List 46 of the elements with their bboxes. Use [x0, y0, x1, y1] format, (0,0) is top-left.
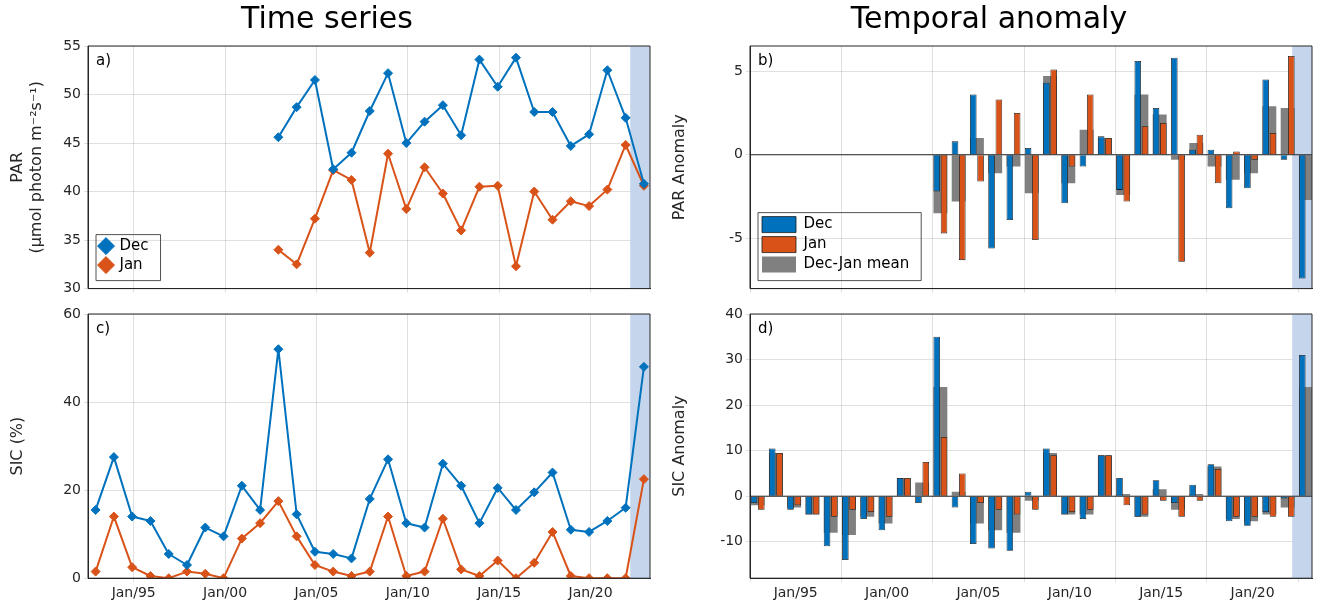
y-tick-label: 30	[63, 279, 81, 296]
x-tick-label: Jan/05	[293, 584, 339, 601]
x-tick-label: Jan/95	[110, 584, 156, 601]
y-tick-label: 50	[63, 85, 81, 102]
x-tick-label: Jan/15	[476, 584, 522, 601]
y-axis-title: PAR Anomaly	[668, 114, 688, 221]
y-axis-title: SIC Anomaly	[668, 395, 688, 497]
y-tick-label: 20	[63, 480, 81, 497]
y-tick-label: 0	[734, 486, 743, 503]
y-axis-title: PAR (μmol photon m⁻²s⁻¹)	[6, 81, 45, 254]
x-tick-label: Jan/95	[772, 584, 818, 601]
legend-label: Jan	[118, 254, 143, 273]
annotation: a)	[96, 51, 112, 70]
y-tick-label: 40	[63, 392, 81, 409]
y-tick-label: 30	[725, 350, 743, 367]
legend-label: Dec	[803, 214, 833, 233]
y-tick-label: 5	[734, 61, 743, 78]
y-tick-label: 0	[734, 145, 743, 162]
legend-label: Dec-Jan mean	[803, 254, 910, 273]
x-tick-label: Jan/00	[202, 584, 248, 601]
y-tick-label: 10	[725, 441, 743, 458]
y-axis-title: SIC (%)	[6, 416, 26, 476]
x-tick-label: Jan/10	[1046, 584, 1092, 601]
annotation: c)	[96, 319, 111, 338]
annotation: d)	[758, 319, 774, 338]
legend-label: Dec	[119, 235, 149, 254]
chart-title: Temporal anomaly	[849, 0, 1128, 35]
legend-label: Jan	[802, 234, 827, 253]
y-tick-label: -5	[729, 229, 743, 246]
y-tick-label: -10	[720, 532, 743, 549]
y-tick-label: 20	[725, 395, 743, 412]
x-tick-label: Jan/10	[384, 584, 430, 601]
x-tick-label: Jan/15	[1138, 584, 1184, 601]
y-tick-label: 40	[63, 182, 81, 199]
y-tick-label: 55	[63, 36, 81, 53]
x-tick-label: Jan/05	[955, 584, 1001, 601]
x-tick-label: Jan/20	[567, 584, 613, 601]
y-tick-label: 40	[725, 304, 743, 321]
y-tick-label: 0	[72, 568, 81, 585]
y-tick-label: 35	[63, 230, 81, 247]
x-tick-label: Jan/00	[864, 584, 910, 601]
y-tick-label: 45	[63, 133, 81, 150]
x-tick-label: Jan/20	[1229, 584, 1275, 601]
y-tick-label: 60	[63, 304, 81, 321]
annotation: b)	[758, 51, 774, 70]
chart-title: Time series	[240, 0, 413, 35]
